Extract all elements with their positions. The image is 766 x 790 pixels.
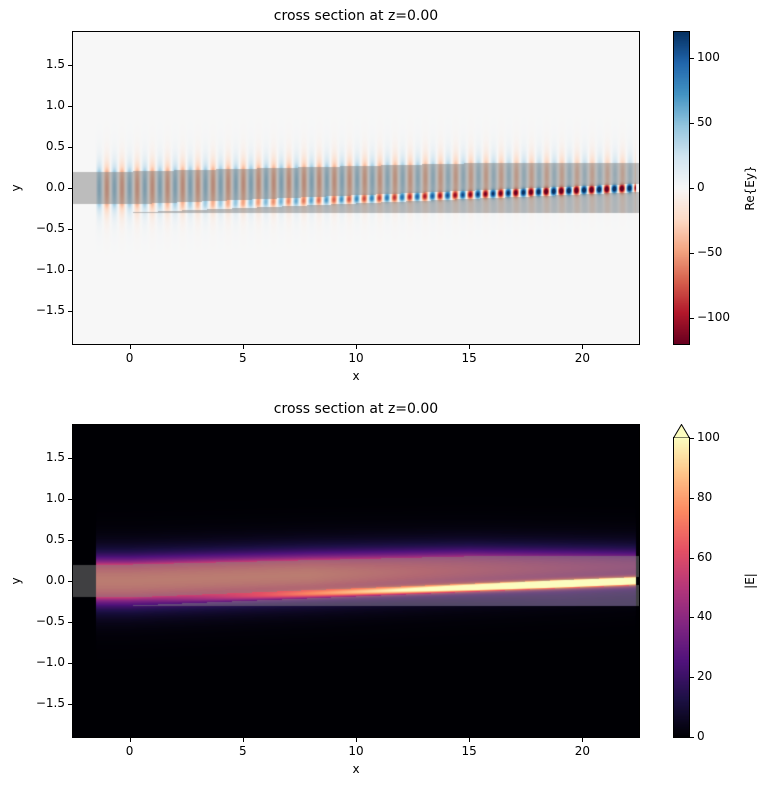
y-tick-mark (68, 457, 72, 459)
colorbar-tick-mark (690, 253, 694, 254)
x-tick-label: 5 (238, 351, 247, 365)
y-tick-mark (68, 188, 72, 189)
colorbar-extend-triangle (673, 424, 690, 438)
y-tick-mark (68, 270, 72, 272)
axes-frame (72, 31, 640, 345)
y-tick-mark (68, 581, 72, 582)
colorbar-tick-mark (690, 497, 694, 499)
x-tick-label: 20 (574, 744, 591, 758)
y-tick-label: 0.0 (45, 180, 65, 194)
x-tick-label: 15 (461, 351, 477, 365)
colorbar-tick-mark (690, 58, 694, 59)
colorbar-frame (673, 31, 690, 345)
y-tick-label: −1.5 (35, 696, 65, 711)
y-tick-label: 0.5 (45, 138, 65, 153)
colorbar-tick-mark (690, 737, 694, 738)
y-tick-label: −0.5 (35, 614, 65, 629)
y-tick-label: 0.0 (45, 573, 65, 587)
colorbar-tick-label: 100 (697, 50, 720, 64)
colorbar (674, 32, 689, 344)
x-tick-mark (129, 738, 131, 742)
x-tick-mark (582, 345, 584, 349)
y-tick-label: 1.0 (45, 490, 65, 505)
y-tick-mark (68, 539, 72, 541)
axes-frame (72, 424, 640, 738)
x-tick-mark (242, 738, 244, 742)
colorbar-tick-mark (690, 318, 694, 319)
colorbar-tick-label: 0 (697, 729, 705, 743)
x-axis-label: x (352, 369, 360, 383)
x-tick-mark (469, 345, 471, 349)
y-tick-mark (68, 105, 72, 107)
y-axis-label: y (9, 184, 23, 192)
y-axis-label: y (9, 577, 23, 585)
y-tick-mark (68, 663, 72, 665)
chart-title: cross section at z=0.00 (273, 8, 439, 24)
x-tick-label: 10 (348, 744, 364, 758)
colorbar-tick-mark (690, 557, 694, 559)
colorbar-tick-label: −100 (697, 310, 730, 324)
x-tick-label: 10 (348, 351, 364, 365)
colorbar-tick-mark (690, 617, 694, 619)
colorbar (674, 438, 689, 737)
y-tick-label: 1.5 (45, 449, 65, 464)
y-tick-mark (68, 622, 72, 624)
x-tick-mark (469, 738, 471, 742)
x-tick-mark (129, 345, 131, 349)
y-tick-label: −0.5 (35, 221, 65, 236)
y-tick-mark (68, 311, 72, 313)
colorbar-label: Re{Ey} (743, 165, 757, 211)
colorbar-tick-label: 60 (697, 549, 713, 564)
colorbar-tick-mark (690, 438, 694, 439)
x-tick-mark (356, 738, 357, 742)
colorbar-tick-label: −50 (697, 245, 723, 259)
x-tick-label: 20 (574, 351, 591, 365)
x-tick-mark (356, 345, 357, 349)
y-tick-label: −1.5 (35, 303, 65, 318)
x-tick-label: 5 (238, 744, 247, 758)
colorbar-tick-mark (690, 677, 694, 679)
colorbar-tick-label: 50 (697, 115, 713, 129)
x-tick-mark (242, 345, 244, 349)
y-tick-mark (68, 64, 72, 66)
colorbar-tick-label: 80 (697, 489, 713, 504)
x-tick-mark (582, 738, 584, 742)
y-tick-label: 0.5 (45, 531, 65, 546)
heatmap-image (73, 32, 639, 344)
heatmap-image (73, 425, 639, 737)
colorbar-tick-mark (690, 188, 694, 189)
colorbar-tick-label: 40 (697, 609, 713, 624)
colorbar-tick-label: 20 (697, 669, 713, 684)
colorbar-tick-label: 0 (697, 180, 705, 194)
colorbar-tick-mark (690, 123, 694, 124)
y-tick-mark (68, 229, 72, 231)
y-tick-mark (68, 146, 72, 148)
x-tick-label: 0 (125, 351, 134, 365)
y-tick-mark (68, 498, 72, 500)
x-axis-label: x (352, 762, 360, 776)
y-tick-label: 1.0 (45, 97, 65, 112)
colorbar-tick-label: 100 (697, 430, 720, 444)
colorbar-frame (673, 437, 690, 738)
x-tick-label: 0 (125, 744, 134, 758)
x-tick-label: 15 (461, 744, 477, 758)
y-tick-label: −1.0 (35, 655, 65, 670)
y-tick-label: 1.5 (45, 56, 65, 71)
y-tick-label: −1.0 (35, 262, 65, 277)
colorbar-label: |E| (743, 573, 757, 589)
chart-title: cross section at z=0.00 (273, 401, 439, 417)
y-tick-mark (68, 704, 72, 706)
